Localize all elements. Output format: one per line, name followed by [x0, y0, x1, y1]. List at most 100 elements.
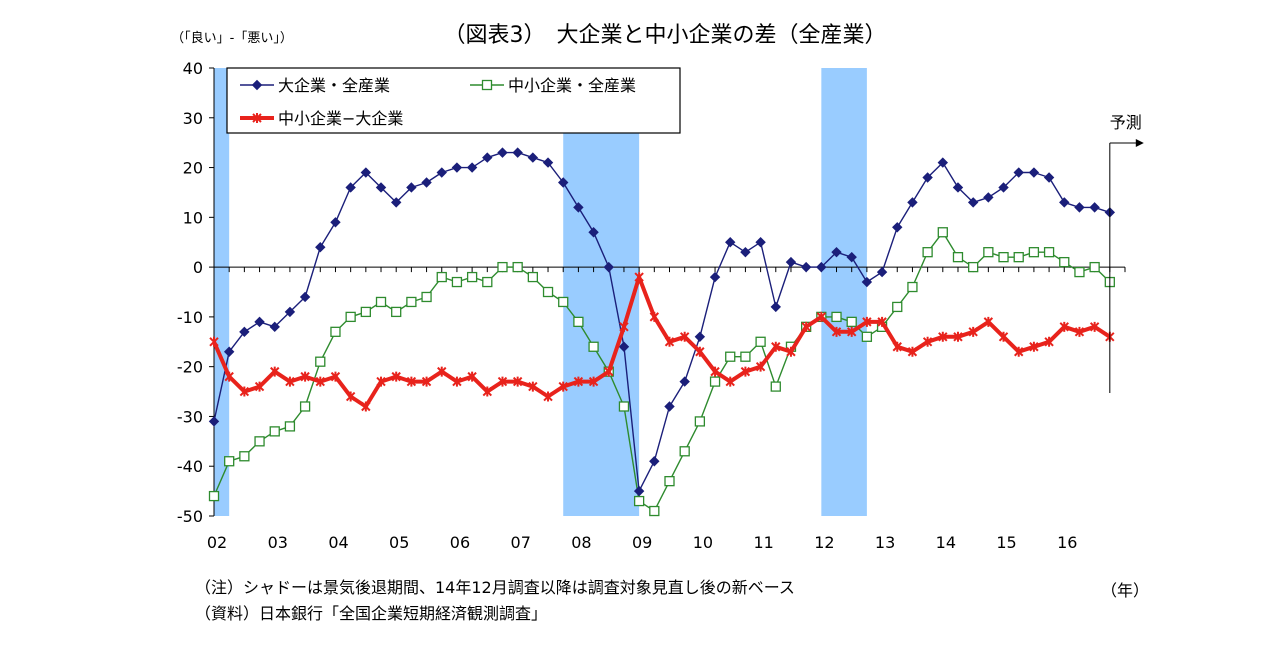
data-point — [361, 401, 371, 412]
data-point — [800, 261, 812, 273]
data-point — [573, 316, 584, 328]
data-point — [528, 381, 538, 392]
data-point — [1029, 341, 1039, 352]
data-point — [482, 276, 493, 288]
data-point — [527, 271, 538, 283]
axes — [209, 67, 1126, 517]
series-line — [213, 231, 1111, 512]
data-point — [330, 326, 341, 337]
data-point — [862, 316, 872, 327]
series-star — [209, 272, 1115, 412]
forecast-arrowhead — [1135, 139, 1144, 147]
data-point — [725, 237, 736, 248]
data-point — [1059, 197, 1070, 208]
data-point — [299, 291, 311, 303]
data-point — [695, 346, 705, 357]
data-point — [907, 281, 918, 293]
data-point — [770, 301, 781, 313]
x-tick-label: 14 — [936, 533, 956, 552]
data-point — [922, 247, 933, 258]
data-point — [937, 227, 948, 238]
data-point — [1014, 346, 1024, 357]
y-tick-label: 30 — [183, 109, 203, 128]
data-point — [634, 272, 644, 283]
y-tick-label: -50 — [177, 507, 203, 526]
data-point — [375, 296, 387, 308]
y-tick-label: -10 — [177, 308, 203, 327]
data-point — [239, 386, 250, 397]
data-point — [406, 376, 417, 387]
data-point — [224, 456, 235, 467]
data-point — [1074, 202, 1085, 213]
x-tick-label: 04 — [328, 533, 348, 552]
data-point — [1089, 321, 1100, 332]
data-point — [406, 296, 417, 308]
data-point — [922, 172, 933, 183]
data-point — [375, 182, 387, 193]
data-point — [315, 376, 325, 387]
data-point — [1059, 256, 1070, 268]
data-point — [816, 261, 827, 273]
data-point — [239, 326, 250, 338]
data-point — [679, 446, 690, 457]
data-point — [437, 366, 447, 377]
recession-band — [821, 68, 867, 516]
forecast-marker: 予測 — [1109, 113, 1144, 393]
data-point — [436, 167, 447, 178]
data-point — [573, 376, 584, 387]
data-point — [436, 271, 447, 283]
data-point — [983, 247, 994, 258]
data-point — [330, 217, 341, 228]
data-point — [251, 79, 263, 91]
data-point — [649, 505, 660, 517]
x-tick-label: 12 — [814, 533, 834, 552]
data-point — [755, 336, 766, 347]
data-point — [922, 336, 933, 347]
data-point — [846, 326, 857, 337]
data-point — [1043, 247, 1055, 258]
data-point — [771, 341, 781, 352]
data-point — [694, 416, 706, 427]
legend-label: 中小企業・全産業 — [508, 76, 636, 95]
data-point — [466, 271, 478, 283]
data-point — [1044, 336, 1054, 347]
data-point — [831, 326, 842, 337]
data-point — [709, 376, 721, 387]
data-point — [345, 311, 356, 323]
data-point — [254, 436, 265, 447]
data-point — [481, 79, 493, 91]
data-point — [588, 341, 599, 352]
data-point — [467, 371, 477, 382]
data-point — [452, 376, 462, 387]
data-point — [801, 321, 811, 332]
data-point — [1074, 326, 1085, 337]
data-point — [892, 341, 902, 352]
data-point — [1089, 261, 1100, 273]
y-tick-label: -40 — [177, 457, 203, 476]
x-tick-label: 02 — [207, 533, 227, 552]
data-point — [254, 316, 265, 328]
data-point — [618, 401, 630, 412]
data-point — [360, 167, 372, 178]
footnote: （注）シャドーは景気後退期間、14年12月調査以降は調査対象見直し後の新ベース — [195, 578, 795, 597]
data-point — [421, 177, 432, 188]
data-point — [968, 326, 978, 337]
data-point — [299, 401, 311, 412]
data-point — [497, 376, 508, 387]
data-point — [391, 306, 402, 318]
data-point — [451, 276, 463, 288]
data-point — [315, 241, 326, 253]
data-point — [603, 261, 614, 273]
data-point — [208, 490, 220, 502]
data-point — [740, 351, 751, 362]
x-tick-label: 10 — [693, 533, 713, 552]
data-point — [512, 147, 523, 158]
data-point — [968, 261, 979, 273]
data-point — [1013, 252, 1024, 263]
data-point — [709, 271, 721, 283]
data-point — [466, 162, 478, 173]
data-point — [482, 386, 493, 397]
legend-label: 中小企業−大企業 — [278, 109, 403, 128]
